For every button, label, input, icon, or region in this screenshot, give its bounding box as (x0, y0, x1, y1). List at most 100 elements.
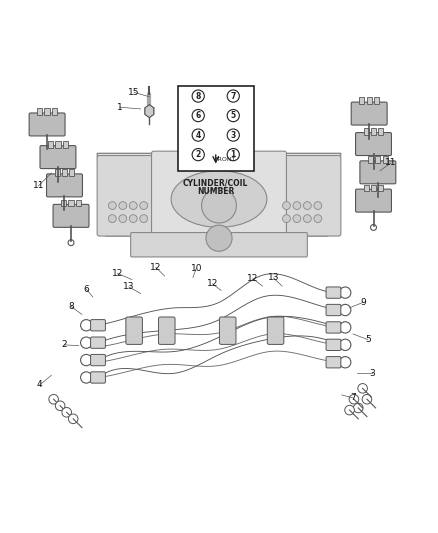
Text: 6: 6 (196, 111, 201, 120)
Bar (364, 184, 369, 191)
Circle shape (293, 201, 301, 209)
Ellipse shape (171, 171, 267, 228)
Bar (37, 108, 42, 115)
FancyBboxPatch shape (29, 113, 65, 136)
Circle shape (227, 109, 239, 122)
Bar (368, 156, 373, 163)
Text: 8: 8 (195, 92, 201, 101)
Circle shape (375, 196, 381, 202)
FancyBboxPatch shape (152, 151, 286, 240)
Circle shape (314, 215, 322, 223)
Bar (383, 156, 388, 163)
FancyBboxPatch shape (326, 339, 341, 351)
Bar (48, 141, 53, 148)
FancyBboxPatch shape (91, 320, 106, 331)
FancyBboxPatch shape (326, 357, 341, 368)
FancyBboxPatch shape (40, 146, 76, 168)
Bar (375, 156, 381, 163)
Circle shape (192, 90, 204, 102)
Circle shape (227, 149, 239, 161)
Circle shape (68, 240, 74, 246)
Circle shape (304, 201, 311, 209)
Circle shape (339, 304, 351, 316)
Text: 2: 2 (62, 341, 67, 349)
Text: 12: 12 (247, 274, 258, 283)
Circle shape (358, 384, 367, 393)
Bar (55, 141, 60, 148)
Circle shape (353, 403, 363, 413)
Circle shape (339, 339, 351, 351)
Text: 12: 12 (112, 269, 123, 278)
Circle shape (44, 148, 50, 154)
Bar (76, 200, 81, 206)
Circle shape (201, 188, 237, 223)
Circle shape (68, 414, 78, 424)
FancyBboxPatch shape (91, 354, 106, 366)
FancyBboxPatch shape (326, 304, 341, 316)
Bar (371, 184, 376, 191)
Text: 1: 1 (117, 103, 123, 112)
Circle shape (109, 215, 116, 223)
Text: 13: 13 (268, 273, 279, 282)
Text: 3: 3 (231, 131, 236, 140)
Circle shape (192, 129, 204, 141)
Text: 12: 12 (150, 263, 162, 272)
FancyBboxPatch shape (126, 317, 142, 344)
Text: 8: 8 (68, 302, 74, 311)
Text: 9: 9 (360, 298, 366, 306)
FancyBboxPatch shape (280, 156, 341, 236)
FancyBboxPatch shape (351, 102, 387, 125)
Circle shape (109, 201, 116, 209)
FancyBboxPatch shape (46, 174, 82, 197)
Bar (61, 200, 66, 206)
Text: 15: 15 (128, 88, 140, 97)
FancyBboxPatch shape (159, 317, 175, 344)
FancyBboxPatch shape (178, 86, 254, 171)
Bar (52, 108, 57, 115)
Bar (367, 98, 372, 104)
FancyBboxPatch shape (356, 133, 392, 156)
Text: 7: 7 (230, 92, 236, 101)
Circle shape (339, 287, 351, 298)
Bar (371, 128, 376, 135)
Circle shape (345, 405, 354, 415)
Circle shape (339, 357, 351, 368)
Circle shape (366, 138, 372, 143)
Circle shape (304, 215, 311, 223)
Polygon shape (97, 154, 341, 236)
Bar (68, 200, 74, 206)
Circle shape (227, 90, 239, 102)
Text: 11: 11 (385, 158, 397, 167)
Circle shape (119, 201, 127, 209)
Circle shape (49, 394, 58, 404)
FancyBboxPatch shape (131, 232, 307, 257)
Circle shape (81, 337, 92, 349)
Text: 2: 2 (196, 150, 201, 159)
Circle shape (371, 224, 377, 230)
Circle shape (206, 225, 232, 251)
Text: NUMBER: NUMBER (197, 187, 234, 196)
Text: 10: 10 (191, 264, 202, 273)
Bar (54, 169, 60, 176)
Text: FRONT: FRONT (214, 157, 236, 162)
Bar (359, 98, 364, 104)
Text: 3: 3 (369, 369, 375, 377)
Circle shape (362, 394, 372, 404)
Circle shape (140, 201, 148, 209)
FancyBboxPatch shape (356, 189, 392, 212)
Bar (378, 184, 384, 191)
FancyBboxPatch shape (53, 204, 89, 228)
Circle shape (81, 320, 92, 331)
Text: 5: 5 (231, 111, 236, 120)
Circle shape (61, 209, 67, 215)
Circle shape (81, 354, 92, 366)
FancyBboxPatch shape (97, 156, 158, 236)
Circle shape (81, 372, 92, 383)
FancyBboxPatch shape (326, 322, 341, 333)
Circle shape (62, 408, 71, 417)
Circle shape (192, 109, 204, 122)
Text: 4: 4 (37, 381, 42, 390)
Text: 1: 1 (231, 150, 236, 159)
Circle shape (55, 401, 65, 410)
Polygon shape (145, 104, 154, 118)
